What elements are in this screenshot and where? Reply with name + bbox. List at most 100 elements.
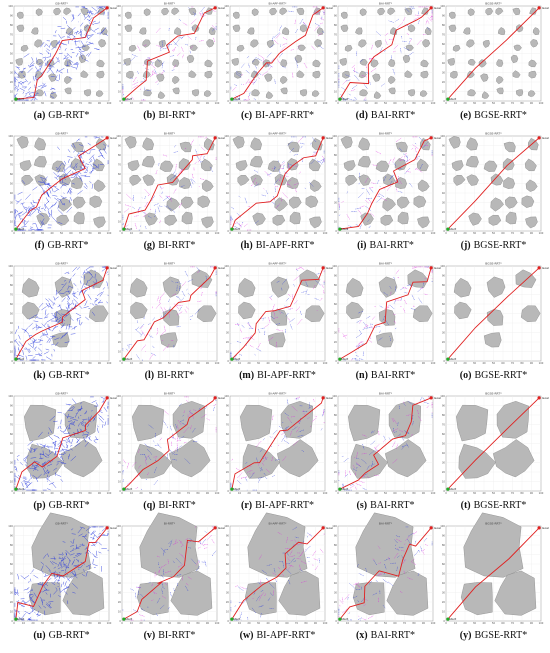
tree-edge bbox=[359, 358, 364, 360]
obstacle bbox=[144, 212, 158, 226]
tree-edge bbox=[55, 79, 59, 82]
tree-edge bbox=[61, 323, 65, 328]
y-tick-label: 90 bbox=[118, 274, 122, 278]
plot-title: BGSE-RRT* bbox=[485, 262, 502, 266]
tree-edge bbox=[24, 329, 29, 335]
tree-edge bbox=[51, 482, 57, 489]
y-tick-label: 50 bbox=[334, 182, 338, 186]
tree-edge bbox=[247, 323, 253, 329]
tree-edge bbox=[64, 165, 71, 172]
x-tick-label: 90 bbox=[206, 101, 210, 105]
tree-edge bbox=[284, 329, 286, 334]
tree-edge bbox=[43, 208, 46, 212]
tree-edge bbox=[87, 51, 92, 57]
tree-edge bbox=[279, 46, 286, 52]
x-tick-label: 30 bbox=[41, 231, 45, 235]
caption-text: GB-RRT* bbox=[49, 500, 90, 511]
obstacle bbox=[299, 269, 321, 288]
goal-label: Goal bbox=[218, 136, 225, 140]
tree-edge bbox=[82, 434, 88, 436]
obstacle bbox=[358, 70, 367, 79]
caption-text: BAI-RRT* bbox=[371, 370, 415, 381]
tree-edge bbox=[157, 83, 159, 85]
y-tick-label: 90 bbox=[334, 404, 338, 408]
tree-edge bbox=[76, 266, 80, 270]
tree-edge bbox=[48, 208, 50, 211]
x-tick-label: 80 bbox=[520, 491, 524, 495]
tree-edge bbox=[32, 199, 35, 204]
y-tick-label: 50 bbox=[442, 182, 446, 186]
tree-edge bbox=[281, 330, 284, 332]
tree-edge bbox=[23, 459, 28, 464]
tree-edge bbox=[293, 153, 298, 156]
x-tick-label: 0 bbox=[445, 621, 447, 625]
panel: 0010102020303040405050606070708080909010… bbox=[8, 262, 117, 382]
tree-edge bbox=[147, 56, 152, 60]
tree-edge bbox=[397, 22, 403, 28]
y-tick-label: 70 bbox=[118, 163, 122, 167]
panel: 0010102020303040405050606070708080909010… bbox=[440, 512, 549, 641]
tree-edge bbox=[69, 163, 72, 168]
plot-title: BGSE-RRT* bbox=[485, 2, 502, 6]
x-tick-label: 70 bbox=[295, 101, 299, 105]
tree-edge bbox=[160, 187, 164, 190]
tree-edge bbox=[98, 409, 102, 413]
y-tick-label: 90 bbox=[442, 144, 446, 148]
obstacle bbox=[64, 87, 72, 95]
obstacle bbox=[345, 175, 358, 186]
planned-path bbox=[339, 267, 432, 360]
tree-edge bbox=[393, 276, 396, 280]
tree-edge bbox=[54, 46, 56, 48]
obstacle bbox=[530, 39, 539, 48]
caption-text: BGSE-RRT* bbox=[474, 110, 527, 121]
goal-marker bbox=[213, 266, 217, 270]
obstacle bbox=[447, 58, 455, 66]
x-tick-label: 90 bbox=[314, 491, 318, 495]
x-tick-label: 90 bbox=[98, 621, 102, 625]
obstacle bbox=[124, 136, 137, 149]
goal-marker bbox=[429, 6, 433, 10]
tree-edge bbox=[241, 63, 245, 68]
tree-edge bbox=[66, 169, 72, 176]
tree-edge bbox=[363, 325, 369, 329]
tree-edge bbox=[27, 448, 33, 453]
obstacle bbox=[375, 160, 390, 172]
tree-edge bbox=[389, 304, 395, 309]
x-tick-label: 30 bbox=[365, 621, 369, 625]
x-tick-label: 70 bbox=[79, 101, 83, 105]
tree-edge bbox=[87, 423, 90, 428]
y-tick-label: 10 bbox=[226, 90, 230, 94]
tree-edge bbox=[94, 136, 101, 139]
x-tick-label: 60 bbox=[69, 231, 73, 235]
tree-edge bbox=[80, 53, 83, 60]
y-tick-label: 30 bbox=[10, 71, 14, 75]
tree-edge bbox=[281, 42, 287, 46]
tree-edge bbox=[194, 308, 201, 315]
tree-edge bbox=[132, 82, 138, 86]
goal-label: Goal bbox=[326, 136, 333, 140]
caption-text: BI-RRT* bbox=[158, 240, 195, 251]
tree-edge bbox=[17, 84, 20, 88]
y-tick-label: 10 bbox=[334, 480, 338, 484]
tree-edge bbox=[78, 171, 82, 175]
tree-edge bbox=[73, 421, 75, 425]
tree-edge bbox=[417, 286, 424, 293]
y-tick-label: 40 bbox=[226, 61, 230, 65]
tree-edge bbox=[354, 74, 360, 81]
tree-edge bbox=[400, 48, 402, 54]
x-tick-label: 90 bbox=[422, 231, 426, 235]
plot-title: GB-RRT* bbox=[55, 2, 68, 6]
tree-edge bbox=[69, 317, 74, 321]
caption: (v) BI-RRT* bbox=[144, 630, 196, 641]
tree-edge bbox=[406, 32, 410, 35]
tree-edge bbox=[367, 219, 370, 222]
tree-edge bbox=[296, 62, 299, 68]
tree-edge bbox=[396, 187, 398, 193]
x-tick-label: 80 bbox=[196, 491, 200, 495]
obstacle bbox=[123, 58, 131, 66]
start-label: Start bbox=[449, 227, 457, 231]
tree-edge bbox=[103, 406, 108, 412]
tree-edge bbox=[276, 308, 278, 310]
obstacle bbox=[513, 44, 522, 51]
panel: 0010102020303040405050606070708080909010… bbox=[116, 132, 225, 252]
